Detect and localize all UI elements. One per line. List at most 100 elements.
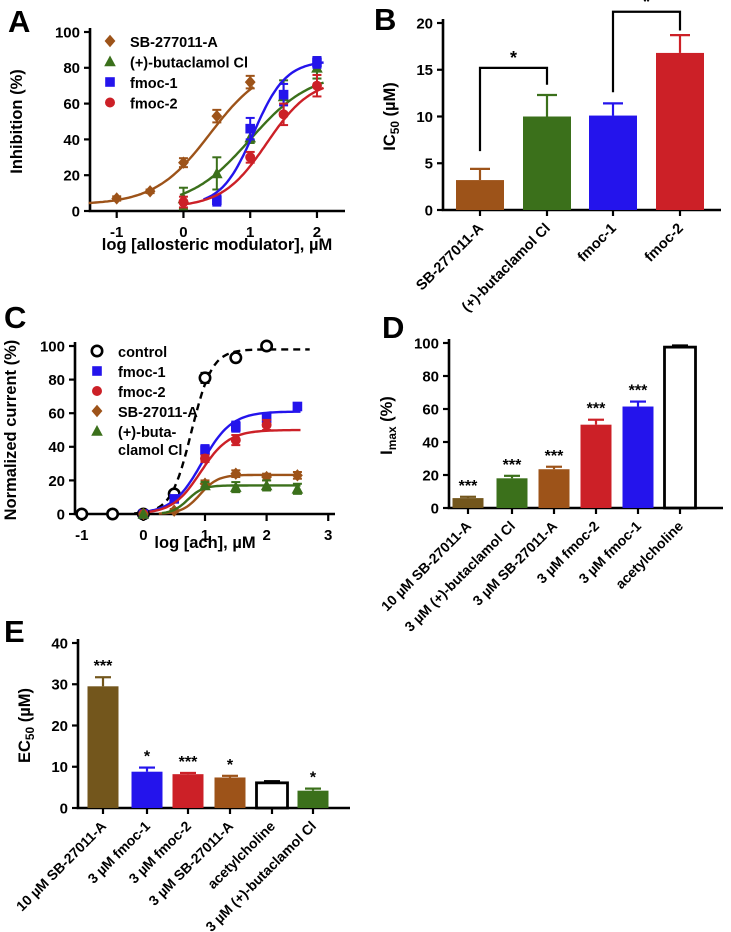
y-tick-label: 80: [422, 368, 439, 385]
bar: [297, 790, 329, 808]
y-tick-label: 30: [51, 677, 68, 694]
series-SB-277011-A: [88, 74, 256, 205]
y-tick-label: 10: [416, 109, 433, 126]
bar: [496, 478, 528, 508]
y-tick-label: 10: [51, 759, 68, 776]
significance-stars: *: [643, 0, 650, 12]
bar: [656, 52, 704, 210]
bar: [172, 774, 204, 808]
y-tick-label: 40: [422, 434, 439, 451]
y-tick-label: 100: [55, 24, 80, 41]
significance-bracket: *: [611, 0, 682, 93]
legend-label: control: [118, 345, 167, 361]
legend-label: (+)-buta-: [118, 425, 177, 441]
panel-d-letter: D: [382, 310, 405, 345]
x-tick-label: 0: [179, 224, 187, 241]
y-tick-label: 20: [422, 467, 439, 484]
x-tick-label: 1: [201, 527, 209, 544]
y-tick-label: 60: [48, 406, 65, 423]
y-tick-label: 20: [63, 168, 80, 185]
y-tick-label: 0: [60, 800, 68, 817]
panel-b-letter: B: [374, 2, 397, 37]
x-tick-label: 0: [139, 527, 147, 544]
y-tick-label: 60: [63, 96, 80, 113]
significance-stars: ***: [503, 457, 522, 474]
x-axis-title: log [ach], µM: [154, 534, 255, 552]
y-tick-label: 100: [414, 335, 439, 352]
legend-label: (+)-butaclamol Cl: [130, 56, 248, 72]
legend-label: fmoc-2: [118, 385, 166, 401]
panel-e-letter: E: [4, 614, 25, 649]
y-tick-label: 15: [416, 62, 433, 79]
bar: [589, 115, 637, 210]
bar: [663, 345, 697, 510]
y-axis-title: Inhibition (%): [8, 69, 26, 173]
axes: 0 20 40 60 80 100 Inhibition (%) -1 0 1 2: [8, 24, 345, 241]
y-axis-title: Normalized current (%): [2, 340, 20, 521]
bar: [87, 686, 119, 808]
significance-stars: *: [144, 749, 151, 766]
y-axis-title: IC50 (µM): [381, 82, 402, 151]
legend-label: SB-277011-A: [130, 35, 218, 51]
y-tick-label: 0: [57, 506, 65, 523]
significance-stars: ***: [629, 383, 648, 400]
y-tick-label: 40: [51, 635, 68, 652]
category-label: fmoc-2: [642, 221, 687, 266]
x-tick-label: 1: [246, 224, 254, 241]
fit-curve: [149, 428, 301, 513]
fit-curve: [158, 473, 301, 515]
bar: [131, 771, 163, 808]
axes: 0 10 20 30 40 EC50 (µM): [16, 635, 350, 817]
bar-fmoc-1: fmoc-1: [575, 102, 637, 266]
y-tick-label: 0: [425, 202, 433, 219]
legend: control fmoc-1 fmoc-2 SB-27011-A (+)-buta-cl…: [90, 344, 198, 459]
y-tick-label: 20: [48, 473, 65, 490]
bar: [622, 406, 654, 508]
series-fmoc-2: [178, 73, 325, 209]
significance-stars: *: [510, 48, 517, 68]
panel-a-letter: A: [8, 4, 31, 39]
significance-stars: ***: [587, 401, 606, 418]
y-axis-title: Imax (%): [378, 396, 399, 455]
x-tick-label: 3: [324, 527, 332, 544]
significance-stars: *: [310, 770, 317, 787]
legend-label: clamol Cl: [118, 443, 182, 459]
axes: 0 20 40 60 80 100 Normalized current (%) -1 0 1 2 3: [2, 338, 335, 544]
x-tick-label: 2: [313, 224, 321, 241]
x-tick-label: -1: [75, 527, 88, 544]
category-label: SB-277011-A: [413, 220, 487, 294]
x-tick-label: -1: [110, 224, 123, 241]
bar: [452, 498, 484, 508]
fit-curve: [179, 86, 325, 206]
bar: [538, 469, 570, 508]
y-tick-label: 80: [48, 372, 65, 389]
x-axis-title: log [allosteric modulator], µM: [102, 236, 332, 254]
y-tick-label: 20: [51, 718, 68, 735]
legend-label: fmoc-1: [118, 365, 166, 381]
fit-curve: [203, 61, 324, 201]
series-(+)-butaclamol Cl: [137, 479, 304, 519]
legend-label: fmoc-1: [130, 76, 178, 92]
y-tick-label: 60: [422, 401, 439, 418]
bar: [580, 424, 612, 508]
bar: [214, 777, 246, 808]
panel-c-normalized-current-chart: 0 20 40 60 80 100 Normalized current (%) -1 0 1 2 3…: [2, 338, 335, 552]
y-tick-label: 40: [48, 439, 65, 456]
y-tick-label: 0: [72, 203, 80, 220]
bar-fmoc-2: fmoc-2: [642, 34, 704, 266]
significance-stars: ***: [94, 658, 113, 675]
category-label: fmoc-1: [575, 221, 620, 266]
legend-label: SB-27011-A: [118, 405, 198, 421]
legend-label: fmoc-2: [130, 97, 178, 113]
significance-stars: ***: [459, 478, 478, 495]
x-tick-label: 2: [262, 527, 270, 544]
panel-c-letter: C: [4, 300, 27, 335]
fit-curve: [161, 484, 301, 515]
y-tick-label: 40: [63, 132, 80, 149]
bar: [456, 180, 504, 210]
significance-stars: ***: [179, 754, 198, 771]
